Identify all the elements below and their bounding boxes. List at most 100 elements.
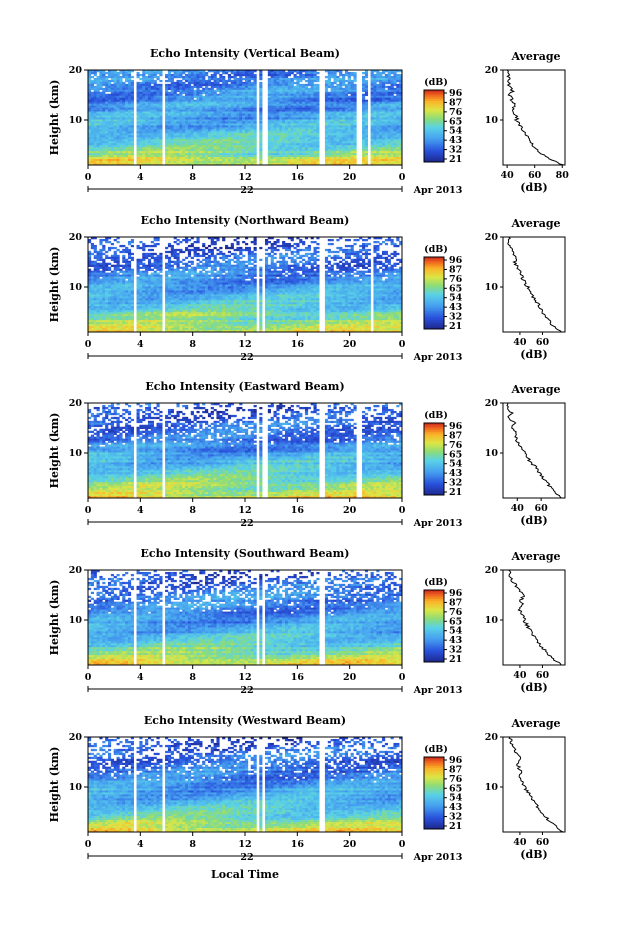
heatmap-cell xyxy=(308,82,311,84)
heatmap-cell xyxy=(188,161,191,163)
date-label: Apr 2013 xyxy=(413,185,463,196)
heatmap-cell xyxy=(97,139,100,141)
heatmap-cell xyxy=(154,159,157,161)
heatmap-cell xyxy=(362,118,365,120)
heatmap-cell xyxy=(131,116,134,118)
heatmap-cell xyxy=(314,94,317,96)
heatmap-cell xyxy=(279,155,282,157)
heatmap-cell xyxy=(139,121,142,123)
heatmap-cell xyxy=(379,119,382,121)
heatmap-cell xyxy=(208,82,211,84)
heatmap-cell xyxy=(122,133,125,135)
heatmap-cell xyxy=(288,125,291,127)
heatmap-cell xyxy=(108,123,111,125)
heatmap-cell xyxy=(131,76,134,78)
heatmap-cell xyxy=(111,72,114,74)
heatmap-cell xyxy=(242,129,245,131)
heatmap-cell xyxy=(376,108,379,110)
heatmap-cell xyxy=(236,155,239,157)
heatmap-cell xyxy=(137,76,140,78)
heatmap-cell xyxy=(331,116,334,118)
heatmap-cell xyxy=(242,94,245,96)
heatmap-cell xyxy=(376,153,379,155)
heatmap-cell xyxy=(119,137,122,139)
heatmap-cell xyxy=(336,116,339,118)
heatmap-cell xyxy=(288,119,291,121)
heatmap-cell xyxy=(305,141,308,143)
heatmap-cell xyxy=(205,96,208,98)
heatmap-cell xyxy=(99,249,102,251)
heatmap-cell xyxy=(128,78,131,80)
heatmap-cell xyxy=(311,78,314,80)
heatmap-cell xyxy=(131,129,134,131)
heatmap-cell xyxy=(396,106,399,108)
heatmap-cell xyxy=(211,76,214,78)
heatmap-cell xyxy=(248,108,251,110)
heatmap-cell xyxy=(128,110,131,112)
heatmap-cell xyxy=(302,125,305,127)
heatmap-cell xyxy=(248,127,251,129)
heatmap-cell xyxy=(291,149,294,151)
heatmap-cell xyxy=(299,159,302,161)
heatmap-cell xyxy=(139,82,142,84)
heatmap-cell xyxy=(114,143,117,145)
heatmap-cell xyxy=(117,96,120,98)
heatmap-cell xyxy=(351,161,354,163)
heatmap-cell xyxy=(228,119,231,121)
heatmap-cell xyxy=(245,153,248,155)
heatmap-cell xyxy=(205,137,208,139)
heatmap-cell xyxy=(305,84,308,86)
heatmap-cell xyxy=(148,121,151,123)
heatmap-cell xyxy=(174,94,177,96)
colorbar-unit: (dB) xyxy=(424,77,448,88)
heatmap-cell xyxy=(242,96,245,98)
heatmap-cell xyxy=(202,123,205,125)
heatmap-cell xyxy=(271,72,274,74)
heatmap-cell xyxy=(268,161,271,163)
heatmap-cell xyxy=(188,90,191,92)
heatmap-cell xyxy=(145,100,148,102)
heatmap-cell xyxy=(299,151,302,153)
heatmap-cell xyxy=(351,127,354,129)
heatmap-cell xyxy=(328,129,331,131)
heatmap-cell xyxy=(236,133,239,135)
heatmap-cell xyxy=(137,247,140,249)
heatmap-cell xyxy=(393,96,396,98)
heatmap-cell xyxy=(274,106,277,108)
heatmap-cell xyxy=(108,247,111,249)
heatmap-cell xyxy=(148,102,151,104)
heatmap-cell xyxy=(248,72,251,74)
heatmap-cell xyxy=(122,153,125,155)
heatmap-cell xyxy=(157,127,160,129)
heatmap-cell xyxy=(391,145,394,147)
heatmap-cell xyxy=(199,90,202,92)
heatmap-cell xyxy=(194,94,197,96)
heatmap-cell xyxy=(222,143,225,145)
heatmap-cell xyxy=(248,118,251,120)
heatmap-cell xyxy=(388,76,391,78)
heatmap-cell xyxy=(279,84,282,86)
heatmap-cell xyxy=(202,112,205,114)
heatmap-cell xyxy=(125,149,128,151)
heatmap-cell xyxy=(151,137,154,139)
heatmap-cell xyxy=(316,147,319,149)
heatmap-cell xyxy=(105,106,108,108)
heatmap-cell xyxy=(239,78,242,80)
heatmap-cell xyxy=(231,149,234,151)
panel-title: Echo Intensity (Vertical Beam) xyxy=(150,47,340,60)
heatmap-cell xyxy=(259,88,262,90)
heatmap-cell xyxy=(182,157,185,159)
heatmap-cell xyxy=(282,153,285,155)
heatmap-cell xyxy=(353,88,356,90)
heatmap-cell xyxy=(188,123,191,125)
heatmap-cell xyxy=(391,137,394,139)
heatmap-cell xyxy=(396,90,399,92)
heatmap-cell xyxy=(373,147,376,149)
heatmap-cell xyxy=(214,98,217,100)
heatmap-cell xyxy=(231,119,234,121)
heatmap-cell xyxy=(151,106,154,108)
heatmap-cell xyxy=(285,153,288,155)
heatmap-cell xyxy=(268,96,271,98)
heatmap-cell xyxy=(108,159,111,161)
heatmap-cell xyxy=(219,143,222,145)
